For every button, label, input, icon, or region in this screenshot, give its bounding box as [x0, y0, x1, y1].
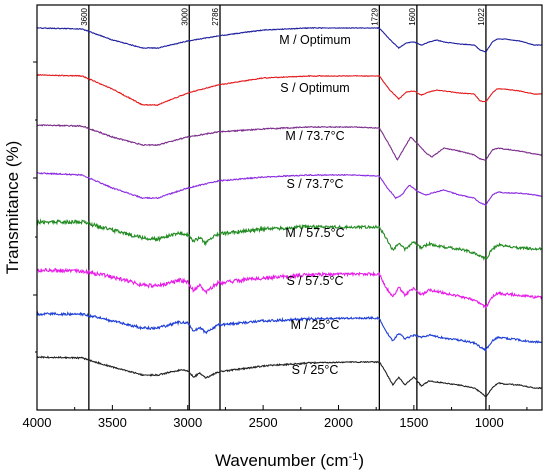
marker-label-4: 1600 — [408, 7, 417, 25]
series-label-2: M / 73.7°C — [285, 129, 344, 143]
marker-label-2: 2786 — [211, 7, 220, 25]
x-axis-title: Wavenumber (cm-1) — [215, 451, 364, 470]
x-tick-label-4: 2000 — [324, 415, 353, 430]
marker-label-1: 3000 — [180, 7, 189, 25]
marker-label-0: 3600 — [80, 7, 89, 25]
x-tick-label-1: 3500 — [98, 415, 127, 430]
series-labels: M / Optimum S / Optimum M / 73.7°C S / 73.7… — [279, 33, 351, 377]
plot-frame — [36, 4, 543, 411]
series-line-5 — [36, 267, 543, 310]
marker-label-3: 1729 — [370, 7, 379, 25]
series-line-7 — [36, 355, 542, 399]
series-line-2 — [37, 124, 543, 161]
x-tick-label-6: 1000 — [475, 415, 504, 430]
series-line-3 — [36, 171, 542, 206]
series-label-4: M / 57.5°C — [285, 226, 344, 240]
series-label-3: S / 73.7°C — [286, 177, 343, 191]
x-tick-label-3: 2500 — [249, 415, 278, 430]
series-line-0 — [36, 26, 542, 53]
series-line-4 — [36, 218, 543, 261]
series-label-0: M / Optimum — [279, 33, 351, 47]
x-axis-ticks: 4000 3500 3000 2500 2000 1500 1000 — [23, 405, 528, 430]
y-axis-title: Transmitance (%) — [3, 141, 22, 275]
series-line-6 — [36, 310, 542, 353]
marker-label-5: 1022 — [477, 7, 486, 25]
series-label-6: M / 25°C — [291, 318, 340, 332]
x-tick-label-2: 3000 — [173, 415, 202, 430]
x-tick-label-0: 4000 — [23, 415, 52, 430]
series-label-5: S / 57.5°C — [286, 274, 343, 288]
vertical-marker-lines: 3600 3000 2786 1729 1600 1022 — [80, 5, 487, 410]
series-lines — [36, 26, 543, 399]
series-label-7: S / 25°C — [292, 363, 339, 377]
series-label-1: S / Optimum — [280, 81, 349, 95]
series-line-1 — [36, 73, 543, 106]
x-tick-label-5: 1500 — [399, 415, 428, 430]
y-axis-ticks — [33, 61, 37, 353]
